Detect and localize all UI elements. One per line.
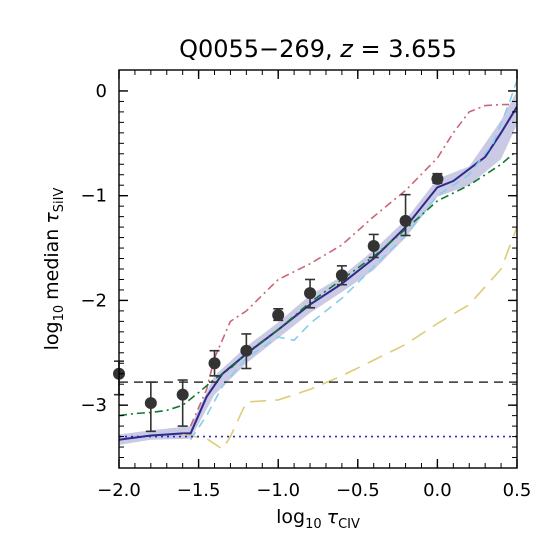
data-point — [272, 309, 285, 322]
x-tick-label: −2.0 — [97, 480, 141, 501]
x-tick-label: −0.5 — [336, 480, 380, 501]
x-axis-label: log10 τCIV — [276, 506, 360, 532]
data-point — [335, 269, 348, 282]
x-tick-label: 0.0 — [423, 480, 452, 501]
series-line-1 — [119, 106, 517, 441]
series-line-2 — [189, 103, 509, 427]
x-tick-label: −1.5 — [177, 480, 221, 501]
plot-frame — [118, 69, 518, 469]
x-tick-label: 0.5 — [503, 480, 532, 501]
x-tick-label: −1.0 — [256, 480, 300, 501]
chart-title: Q0055−269, z = 3.655 — [179, 35, 457, 63]
data-point — [367, 239, 380, 252]
series-line-5 — [182, 226, 517, 451]
y-tick-label: −1 — [80, 186, 107, 207]
y-axis-label: log10medianτSiIV — [41, 187, 67, 350]
series-line-3 — [189, 80, 517, 441]
data-point — [144, 397, 157, 410]
observed-points — [113, 172, 444, 433]
y-axis-ticks: 0 −1 −2 −3 — [80, 81, 517, 459]
series-line-4 — [119, 149, 517, 417]
data-point — [208, 357, 221, 370]
data-point — [304, 287, 317, 300]
reference-lines — [119, 381, 517, 438]
y-tick-label: −2 — [80, 290, 107, 311]
data-point — [431, 172, 444, 185]
plot-layer — [119, 80, 517, 451]
data-point — [176, 388, 189, 401]
y-tick-label: 0 — [96, 81, 107, 102]
data-point — [399, 214, 412, 227]
x-axis-ticks: −2.0 −1.5 −1.0 −0.5 0.0 0.5 — [97, 70, 531, 501]
y-tick-label: −3 — [80, 395, 107, 416]
data-point — [240, 344, 253, 357]
